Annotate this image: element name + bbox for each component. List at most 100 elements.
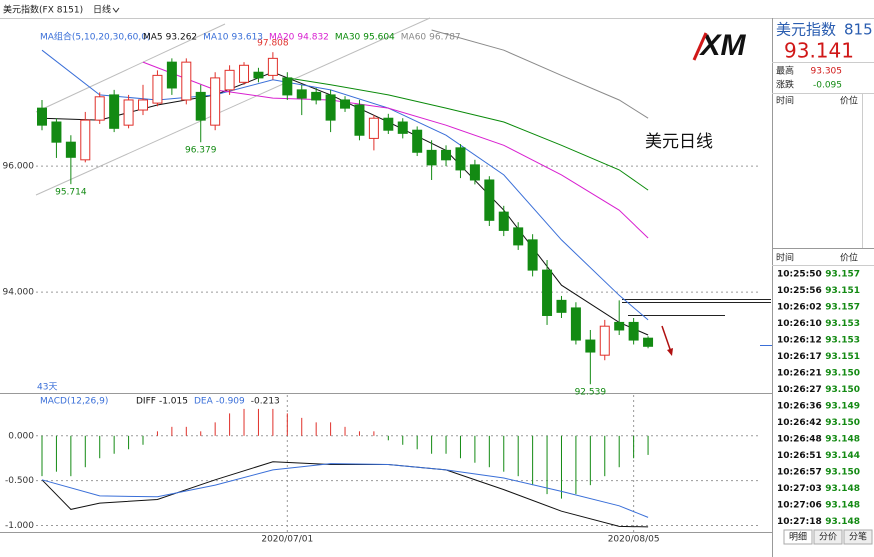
logo-accent bbox=[692, 32, 708, 61]
y-tick-label: 0.000 bbox=[8, 431, 34, 441]
column-header: 时间 bbox=[776, 252, 794, 264]
candle-body bbox=[570, 307, 581, 341]
tick-price: 93.150 bbox=[825, 468, 860, 478]
tab[interactable] bbox=[783, 529, 813, 545]
indicator-line bbox=[431, 29, 649, 119]
candle-body bbox=[325, 94, 336, 121]
candle-body bbox=[181, 61, 192, 101]
legend-value: 94.832 bbox=[297, 33, 329, 43]
macd-title: MACD(12,26,9) bbox=[40, 397, 108, 407]
tick-price: 93.148 bbox=[825, 484, 860, 494]
legend-name: MA10 bbox=[203, 33, 229, 43]
arrow bbox=[661, 325, 672, 353]
candle-body bbox=[628, 321, 639, 341]
quote-high: 93.305 bbox=[811, 67, 843, 77]
tick-time: 10:26:02 bbox=[777, 303, 822, 313]
annotation: 美元日线 bbox=[645, 132, 713, 152]
tick-time: 10:26:51 bbox=[777, 451, 822, 461]
y-tick-label: -0.500 bbox=[5, 476, 34, 486]
tick-time: 10:26:27 bbox=[777, 385, 822, 395]
legend-name: MA5 bbox=[143, 33, 163, 43]
tab-label[interactable]: 分笔 bbox=[849, 531, 867, 543]
quote-change: -0.095 bbox=[813, 81, 842, 91]
candle-body bbox=[585, 339, 596, 353]
tab-label[interactable]: 明细 bbox=[789, 531, 807, 543]
candle-body bbox=[556, 299, 567, 313]
indicator-line bbox=[41, 463, 649, 518]
candle-body bbox=[152, 74, 163, 104]
y-tick-label: -1.000 bbox=[5, 521, 34, 531]
trend-line bbox=[35, 17, 431, 196]
tick-price: 93.149 bbox=[825, 402, 860, 412]
indicator-line bbox=[142, 61, 649, 239]
tick-price: 93.150 bbox=[825, 418, 860, 428]
legend-title: MA组合(5,10,20,30,60,0) bbox=[40, 31, 151, 43]
x-tick-label: 2020/07/01 bbox=[261, 535, 313, 545]
candle-body bbox=[166, 61, 177, 89]
legend-value: -0.213 bbox=[251, 397, 280, 407]
indicator-line bbox=[287, 77, 649, 191]
candle-body bbox=[296, 89, 307, 99]
tick-price: 93.148 bbox=[825, 435, 860, 445]
tick-price: 93.153 bbox=[825, 336, 860, 346]
dropdown-caret[interactable] bbox=[112, 7, 120, 13]
tick-time: 10:25:50 bbox=[777, 270, 822, 280]
price-label: 97.808 bbox=[257, 39, 289, 49]
legend-name: DIFF bbox=[136, 397, 156, 407]
tick-time: 10:26:48 bbox=[777, 435, 822, 445]
candle-body bbox=[383, 117, 394, 131]
candle-body bbox=[267, 57, 278, 76]
legend-value: 93.262 bbox=[166, 33, 198, 43]
tick-time: 10:27:06 bbox=[777, 501, 822, 511]
column-header: 时间 bbox=[776, 95, 794, 107]
tick-time: 10:26:21 bbox=[777, 369, 822, 379]
tab-bar: 明细 分价 分笔 bbox=[783, 529, 873, 545]
candle-body bbox=[311, 91, 322, 101]
candle-body bbox=[138, 99, 149, 111]
candle-body bbox=[340, 99, 351, 109]
candle-body bbox=[51, 121, 62, 143]
tick-time: 10:26:10 bbox=[777, 319, 822, 329]
candle-body bbox=[643, 337, 654, 347]
candle-body bbox=[599, 325, 610, 356]
period-selector[interactable]: 日线 bbox=[93, 4, 111, 16]
candle-body bbox=[195, 91, 206, 121]
quote-name: 美元指数 bbox=[776, 21, 836, 39]
legend-value: -0.909 bbox=[216, 397, 245, 407]
tab[interactable] bbox=[843, 529, 873, 545]
candle-body bbox=[253, 71, 264, 79]
column-header: 价位 bbox=[840, 252, 858, 264]
candle-body bbox=[614, 321, 625, 331]
trend-line bbox=[35, 23, 226, 113]
candle-body bbox=[37, 107, 47, 126]
candle-body bbox=[527, 239, 538, 271]
tick-price: 93.144 bbox=[825, 451, 860, 461]
quote-code: 8151 bbox=[844, 21, 874, 39]
candle-body bbox=[282, 77, 293, 96]
legend-value: 93.613 bbox=[232, 33, 264, 43]
tick-time: 10:26:12 bbox=[777, 336, 822, 346]
candle-body bbox=[498, 211, 509, 231]
candle-body bbox=[513, 227, 524, 246]
indicator-line bbox=[41, 49, 649, 321]
label: 最高 bbox=[776, 65, 794, 77]
tab[interactable] bbox=[813, 529, 843, 545]
tick-time: 10:26:17 bbox=[777, 352, 822, 362]
tab-label[interactable]: 分价 bbox=[819, 532, 837, 543]
candle-body bbox=[239, 64, 250, 83]
tick-price: 93.157 bbox=[825, 303, 860, 313]
legend-name: MA60 bbox=[401, 33, 427, 43]
candle-body bbox=[484, 179, 495, 221]
tick-price: 93.148 bbox=[825, 517, 860, 527]
candle-body bbox=[224, 69, 235, 91]
candle-body bbox=[109, 94, 120, 129]
candle-body bbox=[210, 77, 221, 126]
tick-time: 10:26:42 bbox=[777, 418, 822, 428]
candle-body bbox=[412, 129, 423, 153]
symbol: 美元指数(FX 8151) bbox=[3, 4, 83, 16]
period-count: 43天 bbox=[37, 383, 57, 393]
